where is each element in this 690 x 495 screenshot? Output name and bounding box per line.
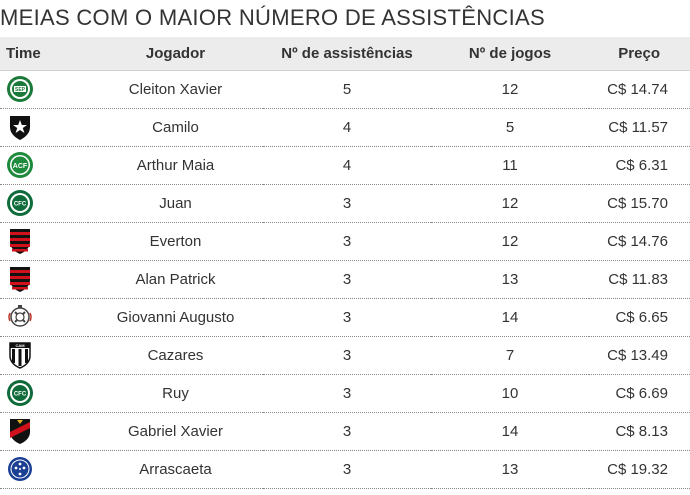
assists-count: 3 — [263, 336, 431, 375]
table-row: Arrascaeta 3 13 C$ 19.32 — [0, 450, 690, 489]
team-cell — [0, 222, 88, 261]
assists-count: 3 — [263, 450, 431, 489]
assists-count: 3 — [263, 184, 431, 223]
header-jogador: Jogador — [88, 37, 263, 71]
team-cell: ACF — [0, 146, 88, 185]
sport-crest-icon — [6, 417, 34, 445]
player-price: C$ 6.69 — [589, 374, 690, 413]
games-count: 11 — [431, 146, 589, 185]
games-count: 13 — [431, 450, 589, 489]
page-title: MEIAS COM O MAIOR NÚMERO DE ASSISTÊNCIAS — [0, 5, 545, 30]
games-count: 10 — [431, 374, 589, 413]
player-name: Arthur Maia — [88, 146, 263, 185]
atletico-mg-crest-icon: CAM — [6, 341, 34, 369]
games-count: 14 — [431, 298, 589, 337]
player-price: C$ 15.70 — [589, 184, 690, 223]
table-row: ACF Arthur Maia 4 11 C$ 6.31 — [0, 146, 690, 185]
team-cell — [0, 298, 88, 337]
coritiba-crest-icon: CFC — [6, 189, 34, 217]
player-price: C$ 13.49 — [589, 336, 690, 375]
player-name: Camilo — [88, 108, 263, 147]
games-count: 12 — [431, 222, 589, 261]
player-price: C$ 8.13 — [589, 412, 690, 451]
games-count: 12 — [431, 184, 589, 223]
player-name: Everton — [88, 222, 263, 261]
assists-count: 3 — [263, 374, 431, 413]
table-row: Giovanni Augusto 3 14 C$ 6.65 — [0, 298, 690, 337]
flamengo-crest-icon — [6, 265, 34, 293]
games-count: 12 — [431, 70, 589, 109]
team-cell — [0, 450, 88, 489]
flamengo-crest-icon — [6, 227, 34, 255]
player-price: C$ 11.57 — [589, 108, 690, 147]
botafogo-crest-icon — [6, 113, 34, 141]
player-name: Alan Patrick — [88, 260, 263, 299]
chapecoense-crest-icon: ACF — [6, 151, 34, 179]
table-row: SEP Cleiton Xavier 5 12 C$ 14.74 — [0, 70, 690, 109]
team-cell: CFC — [0, 184, 88, 223]
player-price: C$ 6.31 — [589, 146, 690, 185]
svg-text:CAM: CAM — [15, 343, 25, 348]
corinthians-crest-icon — [6, 303, 34, 331]
team-cell — [0, 260, 88, 299]
assists-count: 3 — [263, 222, 431, 261]
player-name: Ruy — [88, 374, 263, 413]
player-price: C$ 11.83 — [589, 260, 690, 299]
table-row: Gabriel Xavier 3 14 C$ 8.13 — [0, 412, 690, 451]
games-count: 14 — [431, 412, 589, 451]
svg-text:CFC: CFC — [14, 392, 27, 398]
games-count: 7 — [431, 336, 589, 375]
svg-text:SEP: SEP — [15, 87, 26, 93]
player-price: C$ 19.32 — [589, 450, 690, 489]
player-name: Cazares — [88, 336, 263, 375]
table-row: CFC Juan 3 12 C$ 15.70 — [0, 184, 690, 223]
header-time: Time — [0, 37, 88, 71]
player-name: Gabriel Xavier — [88, 412, 263, 451]
assists-table: Time Jogador Nº de assistências Nº de jo… — [0, 37, 690, 489]
palmeiras-crest-icon: SEP — [6, 75, 34, 103]
assists-count: 3 — [263, 412, 431, 451]
games-count: 5 — [431, 108, 589, 147]
header-jogos: Nº de jogos — [431, 37, 589, 71]
table-row: CAM Cazares 3 7 C$ 13.49 — [0, 336, 690, 375]
table-row: CFC Ruy 3 10 C$ 6.69 — [0, 374, 690, 413]
player-name: Juan — [88, 184, 263, 223]
assists-count: 5 — [263, 70, 431, 109]
assists-count: 4 — [263, 108, 431, 147]
player-price: C$ 14.76 — [589, 222, 690, 261]
team-cell: CFC — [0, 374, 88, 413]
player-price: C$ 14.74 — [589, 70, 690, 109]
assists-count: 3 — [263, 298, 431, 337]
assists-count: 3 — [263, 260, 431, 299]
player-name: Cleiton Xavier — [88, 70, 263, 109]
cruzeiro-crest-icon — [6, 455, 34, 483]
team-cell — [0, 108, 88, 147]
svg-text:CFC: CFC — [14, 202, 27, 208]
player-name: Giovanni Augusto — [88, 298, 263, 337]
team-cell: SEP — [0, 70, 88, 109]
player-name: Arrascaeta — [88, 450, 263, 489]
coritiba-crest-icon: CFC — [6, 379, 34, 407]
table-header-row: Time Jogador Nº de assistências Nº de jo… — [0, 37, 690, 71]
header-preco: Preço — [589, 37, 690, 71]
player-price: C$ 6.65 — [589, 298, 690, 337]
assists-count: 4 — [263, 146, 431, 185]
table-row: Alan Patrick 3 13 C$ 11.83 — [0, 260, 690, 299]
table-row: Camilo 4 5 C$ 11.57 — [0, 108, 690, 147]
team-cell — [0, 412, 88, 451]
games-count: 13 — [431, 260, 589, 299]
svg-text:ACF: ACF — [13, 163, 28, 170]
header-assistencias: Nº de assistências — [263, 37, 431, 71]
table-row: Everton 3 12 C$ 14.76 — [0, 222, 690, 261]
team-cell: CAM — [0, 336, 88, 375]
